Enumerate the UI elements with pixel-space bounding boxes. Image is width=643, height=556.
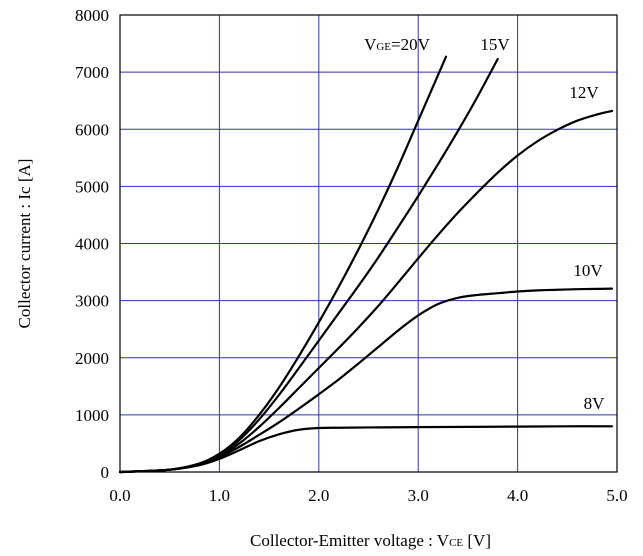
x-axis-label-unit: [V]: [463, 531, 491, 550]
y-tick-label: 5000: [75, 177, 109, 196]
series-line-12V: [118, 109, 614, 474]
series-line-10V: [118, 287, 614, 474]
curve-label-15V: 15V: [480, 35, 510, 54]
x-tick-label: 4.0: [507, 486, 528, 505]
y-tick-label: 1000: [75, 406, 109, 425]
curve-label-12V: 12V: [569, 83, 599, 102]
series-line-8V: [118, 425, 614, 474]
curve-labels: VGE=20V 15V 12V 10V 8V: [364, 35, 605, 413]
x-tick-label: 0.0: [109, 486, 130, 505]
curve-label-8V: 8V: [584, 394, 606, 413]
curves: [118, 55, 614, 474]
tick-labels: 0.0 1.0 2.0 3.0 4.0 5.0 0 1000 2000 3000 4000 5000 6…: [75, 6, 628, 505]
x-axis-label: Collector-Emitter voltage : VCE [V]: [250, 531, 491, 550]
y-tick-label: 0: [101, 463, 110, 482]
grid: [120, 15, 617, 472]
plot-frame: [119, 14, 618, 473]
y-tick-label: 6000: [75, 120, 109, 139]
y-tick-label: 7000: [75, 63, 109, 82]
x-tick-label: 1.0: [209, 486, 230, 505]
x-tick-label: 2.0: [308, 486, 329, 505]
y-tick-label: 3000: [75, 292, 109, 311]
y-axis-label: Collector current : Ic [A]: [15, 159, 34, 329]
curve-label-20V: VGE=20V: [364, 35, 431, 54]
x-axis-label-main: Collector-Emitter voltage : V: [250, 531, 450, 550]
y-tick-label: 8000: [75, 6, 109, 25]
x-axis-label-sub: CE: [449, 537, 463, 549]
y-tick-label: 4000: [75, 235, 109, 254]
y-tick-label: 2000: [75, 349, 109, 368]
x-tick-label: 3.0: [408, 486, 429, 505]
x-tick-label: 5.0: [606, 486, 627, 505]
curve-label-10V: 10V: [573, 261, 603, 280]
